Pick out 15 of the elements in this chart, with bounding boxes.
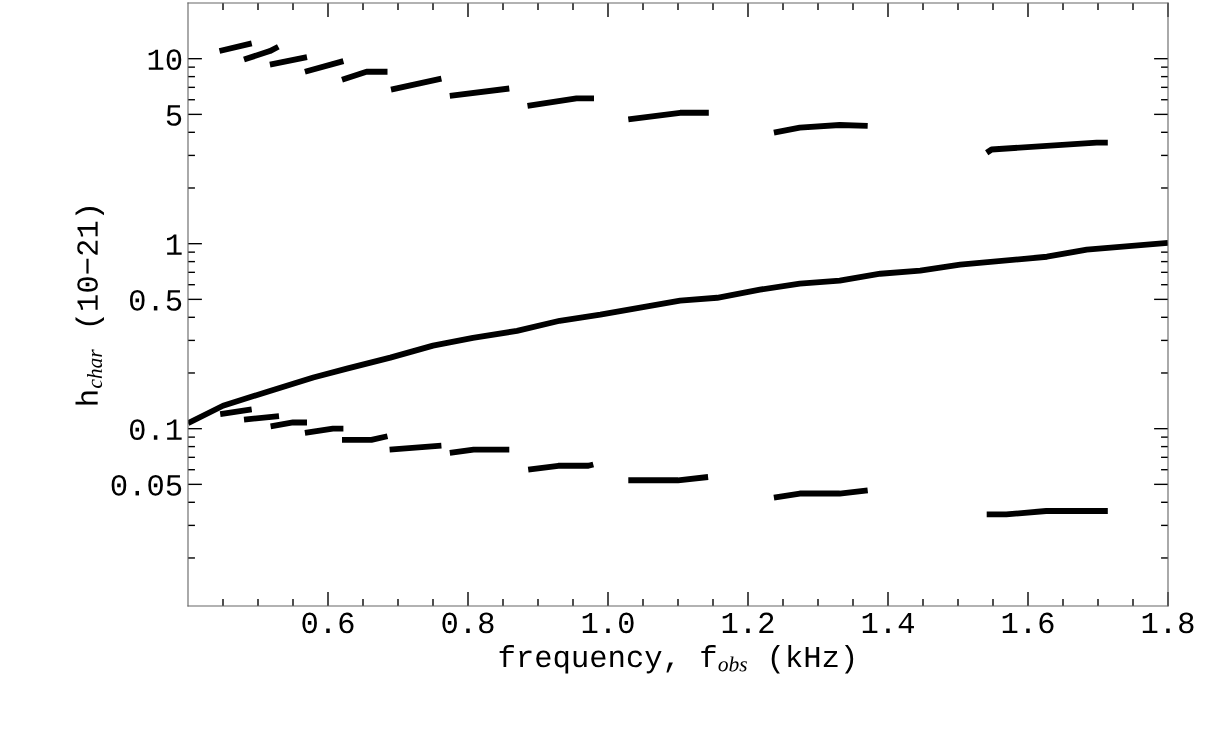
y-tick-label: 10 — [148, 49, 182, 71]
x-tick-label: 1.8 — [1142, 612, 1194, 634]
y-tick-label: 0.05 — [111, 474, 182, 496]
y-tick-label: 5 — [166, 105, 182, 126]
x-tick-label: 0.6 — [302, 612, 354, 634]
x-tick-label: 1.2 — [722, 612, 774, 633]
y-tick-label: 0.1 — [129, 419, 182, 441]
x-axis-title: frequency, f$_{obs}$ (kHz) — [499, 644, 854, 674]
x-tick-label: 0.8 — [442, 612, 494, 634]
x-tick-label: 1.6 — [1002, 612, 1054, 634]
y-tick-label: 1 — [167, 234, 182, 255]
y-axis-title: h$_{char}$ (10−21) — [75, 207, 104, 405]
x-tick-label: 1.4 — [862, 612, 914, 633]
y-tick-label: 0.5 — [129, 290, 182, 311]
x-tick-label: 1.0 — [582, 612, 634, 634]
